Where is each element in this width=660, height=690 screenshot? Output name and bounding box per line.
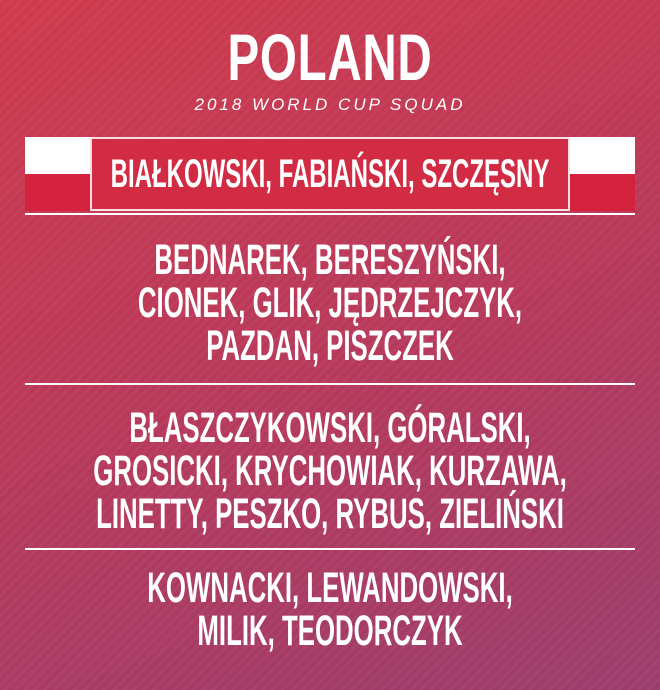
title: POLAND xyxy=(227,20,433,94)
separator xyxy=(25,213,635,215)
goalkeeper-band xyxy=(90,137,570,211)
player-line: BEDNAREK, BERESZYŃSKI, xyxy=(154,236,506,284)
flag xyxy=(25,137,90,211)
separator xyxy=(25,383,635,385)
player-line: BŁASZCZYKOWSKI, GÓRALSKI, xyxy=(129,404,531,452)
player-line: GROSICKI, KRYCHOWIAK, KURZAWA, xyxy=(93,447,567,495)
subtitle: 2018 WORLD CUP SQUAD xyxy=(194,95,466,114)
player-line: BIAŁKOWSKI, FABIAŃSKI, SZCZĘSNY xyxy=(110,152,550,196)
player-line: LINETTY, PESZKO, RYBUS, ZIELIŃSKI xyxy=(96,490,564,538)
player-line: PAZDAN, PISZCZEK xyxy=(206,322,454,370)
separator xyxy=(25,548,635,550)
player-line: MILIK, TEODORCZYK xyxy=(197,607,463,655)
player-line: CIONEK, GLIK, JĘDRZEJCZYK, xyxy=(137,279,523,327)
player-line: KOWNACKI, LEWANDOWSKI, xyxy=(147,564,513,612)
flag xyxy=(570,137,635,211)
